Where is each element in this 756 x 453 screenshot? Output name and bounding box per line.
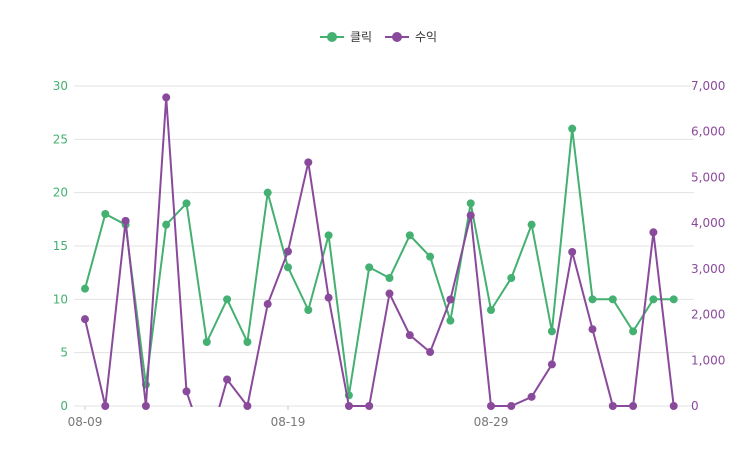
clicks-point[interactable] (365, 263, 374, 272)
right-axis-tick-label: 0 (691, 399, 699, 413)
revenue-point[interactable] (121, 216, 130, 225)
right-axis-tick-label: 1,000 (691, 353, 725, 367)
clicks-point[interactable] (649, 295, 658, 304)
clicks-point[interactable] (446, 316, 455, 325)
clicks-point[interactable] (608, 295, 617, 304)
x-axis: 08-09 08-19 08-29 (68, 406, 509, 429)
revenue-point[interactable] (344, 402, 353, 410)
revenue-point[interactable] (223, 375, 232, 384)
clicks-point[interactable] (182, 199, 191, 208)
clicks-point[interactable] (507, 274, 516, 282)
left-axis-tick-label: 25 (53, 132, 68, 146)
revenue-line (84, 97, 675, 407)
clicks-point[interactable] (263, 188, 272, 197)
revenue-point[interactable] (487, 402, 495, 410)
left-axis-tick-label: 0 (60, 399, 68, 413)
clicks-point[interactable] (81, 284, 89, 293)
revenue-point[interactable] (243, 402, 252, 410)
revenue-point[interactable] (385, 289, 394, 298)
clicks-point[interactable] (527, 220, 536, 229)
right-axis-tick-label: 2,000 (691, 308, 725, 322)
revenue-point[interactable] (507, 402, 516, 410)
clicks-point[interactable] (304, 306, 313, 314)
revenue-point[interactable] (141, 402, 150, 410)
legend-clicks-marker (327, 32, 337, 42)
revenue-point[interactable] (608, 402, 617, 410)
left-axis-tick-label: 5 (60, 346, 68, 360)
right-axis-tick-label: 3,000 (691, 262, 725, 276)
revenue-point[interactable] (304, 158, 313, 167)
legend-revenue-marker (392, 32, 402, 42)
right-axis-tick-label: 7,000 (691, 79, 725, 93)
clicks-point[interactable] (466, 199, 475, 208)
revenue-point[interactable] (629, 402, 638, 410)
x-axis-tick-label: 08-29 (474, 415, 509, 429)
clicks-point[interactable] (243, 338, 252, 346)
revenue-point[interactable] (284, 247, 292, 256)
revenue-point[interactable] (588, 325, 597, 334)
revenue-point[interactable] (568, 247, 577, 256)
revenue-point[interactable] (101, 402, 110, 410)
clicks-point[interactable] (629, 327, 638, 336)
clicks-point[interactable] (324, 231, 333, 240)
revenue-point[interactable] (365, 402, 374, 410)
left-axis-tick-label: 20 (53, 186, 68, 200)
clicks-point[interactable] (547, 327, 556, 336)
clicks-point[interactable] (669, 295, 678, 304)
revenue-point[interactable] (182, 387, 191, 396)
revenue-point[interactable] (162, 93, 171, 102)
right-axis-tick-label: 6,000 (691, 125, 725, 139)
clicks-point[interactable] (101, 210, 110, 218)
left-y-axis: 0 5 10 15 20 25 30 (53, 79, 68, 413)
legend-item-revenue[interactable]: 수익 (385, 30, 437, 44)
right-axis-tick-label: 5,000 (691, 170, 725, 184)
clicks-point[interactable] (385, 274, 394, 282)
series-clicks (81, 124, 678, 400)
revenue-point[interactable] (649, 228, 658, 237)
chart-legend[interactable]: 클릭 수익 (320, 30, 437, 44)
clicks-point[interactable] (223, 295, 232, 304)
clicks-point[interactable] (568, 124, 577, 133)
legend-revenue-label: 수익 (415, 30, 437, 44)
revenue-point[interactable] (669, 402, 678, 410)
left-axis-tick-label: 30 (53, 79, 68, 93)
legend-item-clicks[interactable]: 클릭 (320, 30, 372, 44)
right-axis-tick-label: 4,000 (691, 216, 725, 230)
clicks-point[interactable] (284, 263, 292, 272)
left-axis-tick-label: 10 (53, 292, 68, 306)
clicks-point[interactable] (202, 338, 211, 346)
revenue-point[interactable] (81, 315, 89, 324)
x-axis-tick-label: 08-09 (68, 415, 103, 429)
x-axis-tick-label: 08-19 (271, 415, 306, 429)
clicks-point[interactable] (162, 220, 171, 229)
clicks-point[interactable] (588, 295, 597, 304)
revenue-point[interactable] (466, 211, 475, 220)
revenue-point[interactable] (426, 348, 435, 357)
revenue-point[interactable] (547, 360, 556, 369)
left-axis-tick-label: 15 (53, 239, 68, 253)
revenue-point[interactable] (527, 392, 536, 401)
clicks-point[interactable] (426, 252, 435, 261)
revenue-point[interactable] (324, 293, 333, 302)
clicks-point[interactable] (405, 231, 414, 240)
series-revenue (81, 93, 678, 410)
legend-clicks-label: 클릭 (350, 30, 372, 44)
revenue-point[interactable] (446, 295, 455, 304)
revenue-point[interactable] (405, 331, 414, 340)
clicks-line (84, 128, 674, 396)
revenue-point[interactable] (263, 300, 272, 309)
clicks-point[interactable] (487, 306, 495, 314)
right-y-axis: 0 1,000 2,000 3,000 4,000 5,000 6,000 7,000 (691, 79, 725, 413)
